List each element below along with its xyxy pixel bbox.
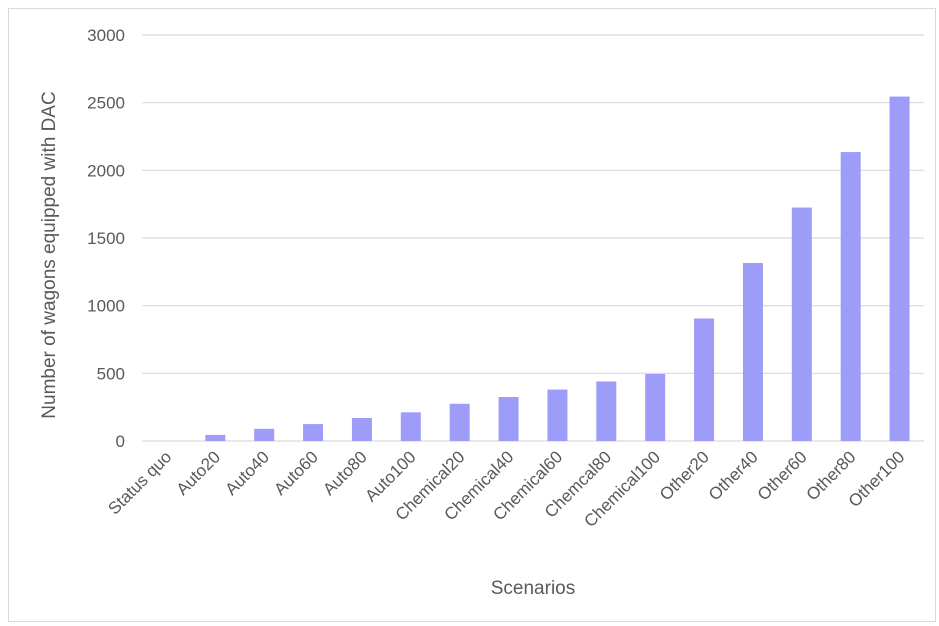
bar-other40 — [742, 263, 763, 441]
x-tick-label: Auto60 — [270, 447, 322, 499]
bar-other100 — [889, 96, 910, 442]
bar-other60 — [791, 207, 812, 441]
y-tick-label: 2500 — [87, 94, 125, 113]
bar-chemical20 — [449, 403, 470, 441]
bar-auto100 — [400, 412, 421, 441]
x-axis-title: Scenarios — [491, 578, 576, 599]
bar-chemical60 — [547, 389, 568, 441]
x-tick-label: Auto40 — [221, 447, 273, 499]
y-tick-label: 0 — [116, 432, 125, 451]
x-tick-label: Auto20 — [173, 447, 225, 499]
y-tick-label: 500 — [97, 364, 125, 383]
x-tick-label: Status quo — [104, 447, 175, 518]
bars — [205, 96, 910, 442]
bar-auto20 — [205, 434, 226, 441]
y-tick-label: 3000 — [87, 26, 125, 45]
y-axis-title: Number of wagons equipped with DAC — [39, 91, 60, 418]
bar-chemical100 — [645, 374, 666, 441]
bar-chemical40 — [498, 397, 519, 441]
x-tick-label: Other40 — [705, 447, 762, 504]
bar-auto40 — [254, 428, 275, 441]
bar-other80 — [840, 152, 861, 441]
chart-frame — [8, 8, 936, 622]
bar-other20 — [694, 318, 715, 441]
y-tick-label: 1500 — [87, 229, 125, 248]
x-tick-labels: Status quoAuto20Auto40Auto60Auto80Auto10… — [104, 447, 908, 531]
y-tick-labels: 0 500 1000 1500 2000 2500 3000 — [87, 26, 125, 451]
y-tick-label: 2000 — [87, 161, 125, 180]
bar-auto80 — [351, 417, 372, 441]
bar-auto60 — [303, 424, 324, 441]
x-tick-label: Other60 — [754, 447, 811, 504]
y-tick-label: 1000 — [87, 297, 125, 316]
x-tick-label: Other20 — [656, 447, 713, 504]
bar-chemcal80 — [596, 381, 617, 441]
